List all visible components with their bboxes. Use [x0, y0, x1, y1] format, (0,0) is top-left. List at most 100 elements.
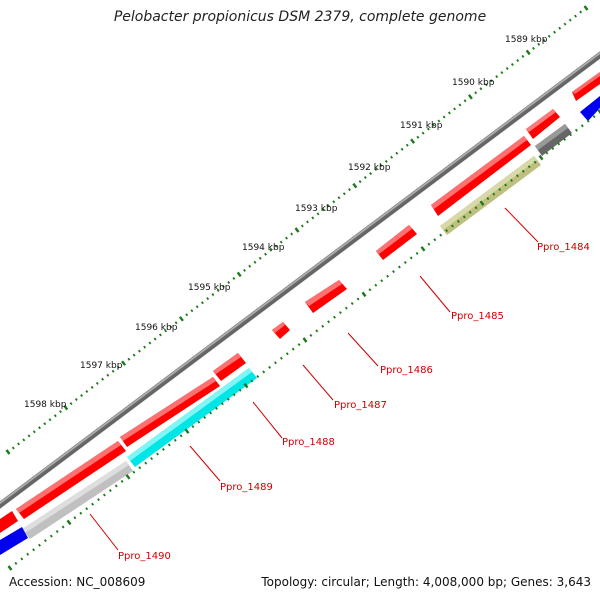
gene-label-ppro-1486[interactable]: Ppro_1486 [380, 365, 433, 376]
cds-arrow[interactable] [431, 136, 531, 216]
ruler-dot [447, 111, 451, 115]
gene-label-ppro-1490[interactable]: Ppro_1490 [118, 551, 171, 562]
ruler-dot [167, 443, 171, 447]
gene-label-ppro-1488[interactable]: Ppro_1488 [282, 437, 335, 448]
cds-arrow[interactable] [305, 280, 347, 313]
ruler-dot [384, 159, 388, 163]
ruler-dot [120, 479, 124, 483]
ruler-dot [226, 397, 230, 401]
cds-arrow[interactable] [526, 109, 560, 139]
ruler-dot [580, 124, 584, 128]
ruler-dot [95, 381, 99, 385]
inner-ruler [7, 109, 600, 571]
ruler-labels: 1589 kbp 1590 kbp 1591 kbp 1592 kbp 1593… [24, 35, 548, 410]
ruler-dot [138, 466, 142, 470]
ruler-dot [206, 297, 210, 301]
gene-label-ppro-1489[interactable]: Ppro_1489 [220, 482, 273, 493]
gene-label-ppro-1487[interactable]: Ppro_1487 [334, 400, 387, 411]
ruler-dot [48, 418, 52, 422]
ruler-dot [285, 236, 288, 240]
ruler-dot [504, 183, 508, 187]
ruler-major-tick [178, 316, 184, 322]
ruler-dot [390, 155, 394, 159]
ruler-dot [274, 244, 278, 248]
ruler-dot [363, 176, 367, 179]
ruler-dot [253, 260, 257, 264]
ruler-dot [215, 406, 218, 410]
ruler-major-tick [479, 200, 485, 206]
ppro-1489-bar[interactable] [127, 368, 257, 467]
ruler-dot [174, 321, 178, 325]
ruler-dot [358, 180, 362, 184]
ruler-dot [195, 305, 199, 309]
gene-label-ppro-1485[interactable]: Ppro_1485 [451, 311, 504, 322]
cds-arrow[interactable] [16, 441, 126, 519]
ruler-dot [474, 91, 478, 95]
ruler-dot [85, 507, 89, 511]
ruler-label: 1590 kbp [452, 78, 495, 88]
ruler-dot [232, 276, 236, 280]
ppro-1490-bar[interactable] [22, 461, 133, 539]
dark-feature-bar[interactable] [535, 124, 572, 156]
ruler-dot [456, 219, 460, 223]
ruler-dot [416, 135, 420, 139]
ruler-dot [197, 420, 201, 424]
ruler-dot [27, 434, 31, 438]
cds-arrow[interactable] [120, 377, 220, 447]
ruler-dot [333, 315, 336, 319]
ruler-dot [38, 426, 41, 430]
ruler-dot [400, 147, 404, 151]
cds-arrow[interactable] [213, 353, 246, 381]
ruler-major-tick [184, 428, 190, 434]
ruler-dot [521, 169, 525, 173]
ruler-dot [11, 446, 15, 450]
ruler-dot [553, 30, 556, 34]
ruler-dot [43, 539, 47, 543]
ruler-dot [479, 87, 483, 91]
ruler-dot [264, 252, 267, 256]
ruler-dot [143, 345, 147, 349]
blue-feature-bar[interactable] [0, 527, 28, 555]
cds-arrow[interactable] [376, 225, 417, 260]
ruler-dot [437, 119, 441, 123]
ruler-dot [563, 22, 567, 26]
ruler-major-tick [302, 337, 308, 343]
ruler-dot [510, 63, 514, 67]
ruler-dot [379, 163, 383, 167]
ruler-dot [91, 502, 95, 506]
ruler-dot [227, 280, 231, 284]
blue-feature-bar[interactable] [580, 96, 600, 121]
ruler-dot [498, 188, 502, 192]
ppro-1484-bar[interactable] [440, 156, 541, 235]
ruler-dot [426, 127, 430, 131]
ruler-dot [153, 337, 157, 341]
cds-arrow[interactable] [0, 511, 18, 533]
ruler-dot [80, 393, 84, 397]
ruler-axis [5, 5, 589, 455]
ruler-dot [238, 388, 242, 392]
ruler-dot [150, 457, 154, 461]
gene-label-ppro-1484[interactable]: Ppro_1484 [537, 242, 590, 253]
ruler-dot [26, 552, 30, 556]
ruler-dot [85, 389, 89, 393]
cds-arrow[interactable] [572, 72, 600, 101]
ruler-dot [474, 206, 478, 210]
ruler-dot [169, 325, 173, 329]
ruler-major-tick [583, 5, 589, 11]
map-title: Pelobacter propionicus DSM 2379, complet… [113, 9, 487, 25]
ruler-dot [274, 361, 277, 365]
ruler-dot [510, 178, 513, 182]
ruler-dot [551, 146, 555, 150]
ruler-dot [547, 34, 551, 38]
ruler-dot [309, 333, 313, 337]
ruler-dot [403, 260, 407, 264]
ruler-dot [574, 128, 578, 132]
ruler-dot [316, 212, 320, 216]
ruler-dot [374, 168, 378, 171]
ruler-dot [279, 240, 283, 244]
cds-arrow[interactable] [272, 322, 290, 339]
ruler-dot [211, 293, 215, 297]
ruler-dot [43, 422, 47, 426]
ruler-dot [537, 42, 541, 46]
